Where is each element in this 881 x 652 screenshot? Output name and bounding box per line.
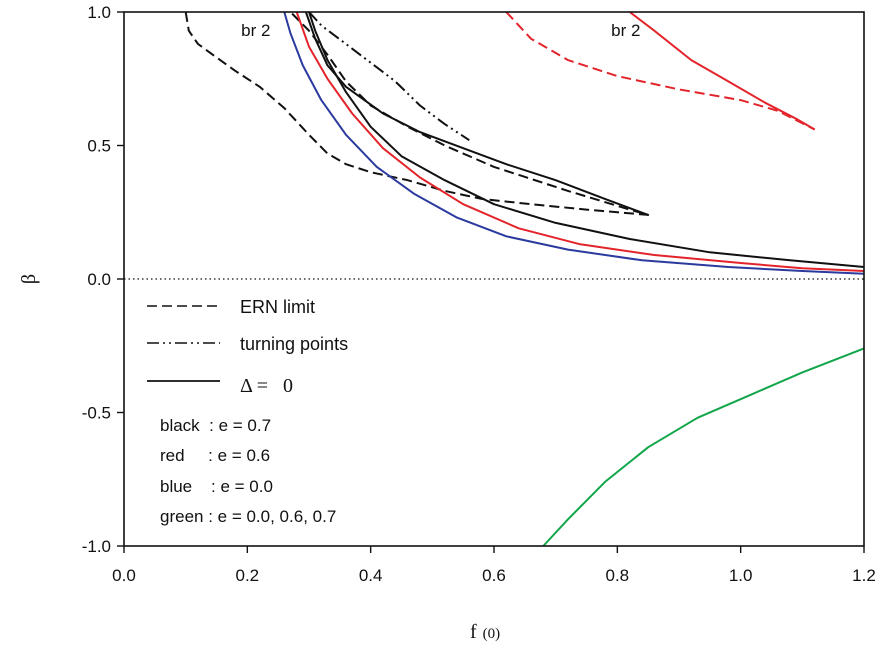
series-3-black-solid (304, 11, 649, 216)
series-7-blue-solid (283, 11, 865, 275)
y-tick-label: -1.0 (82, 537, 111, 556)
note-green: green : e = 0.0, 0.6, 0.7 (160, 507, 336, 526)
series-1-black-dashdot (308, 11, 470, 142)
annotation-br2-left: br 2 (241, 21, 270, 40)
x-tick-label: 0.0 (112, 566, 136, 585)
x-tick-label: 1.0 (729, 566, 753, 585)
legend-label-delta-zero: Δ = 0 (240, 375, 293, 397)
y-tick-label: -0.5 (82, 404, 111, 423)
x-tick-label: 0.4 (359, 566, 383, 585)
y-tick-label: 0.0 (87, 270, 111, 289)
legend: ERN limit turning points Δ = 0 black : e… (147, 297, 348, 526)
series-5-red-solid (629, 11, 816, 131)
note-black: black : e = 0.7 (160, 416, 271, 435)
note-red: red : e = 0.6 (160, 446, 270, 465)
annotation-br2-right: br 2 (611, 21, 640, 40)
note-blue: blue : e = 0.0 (160, 477, 273, 496)
y-axis-label: β (18, 274, 40, 284)
x-tick-label: 0.2 (236, 566, 260, 585)
series-8-green-solid (542, 347, 865, 547)
series-layer (184, 11, 865, 547)
x-axis-label: f (0) (470, 621, 500, 643)
series-0-black-dashed (184, 11, 650, 216)
x-tick-label: 1.2 (852, 566, 876, 585)
y-tick-label: 1.0 (87, 3, 111, 22)
x-tick-label: 0.6 (482, 566, 506, 585)
series-6-red-dashed (505, 11, 816, 131)
ticks-layer: 0.0 0.2 0.4 0.6 0.8 1.0 1.2 1.0 0.5 0.0 -0.5 -1.0 (82, 3, 876, 585)
legend-label-turning-points: turning points (240, 334, 348, 354)
x-axis-label-sub: (0) (483, 626, 501, 642)
legend-label-ern-limit: ERN limit (240, 297, 315, 317)
series-2-black-solid (308, 11, 865, 268)
series-4-red-solid (295, 11, 865, 272)
x-tick-label: 0.8 (606, 566, 630, 585)
y-tick-label: 0.5 (87, 137, 111, 156)
x-axis-label-main: f (470, 621, 477, 643)
